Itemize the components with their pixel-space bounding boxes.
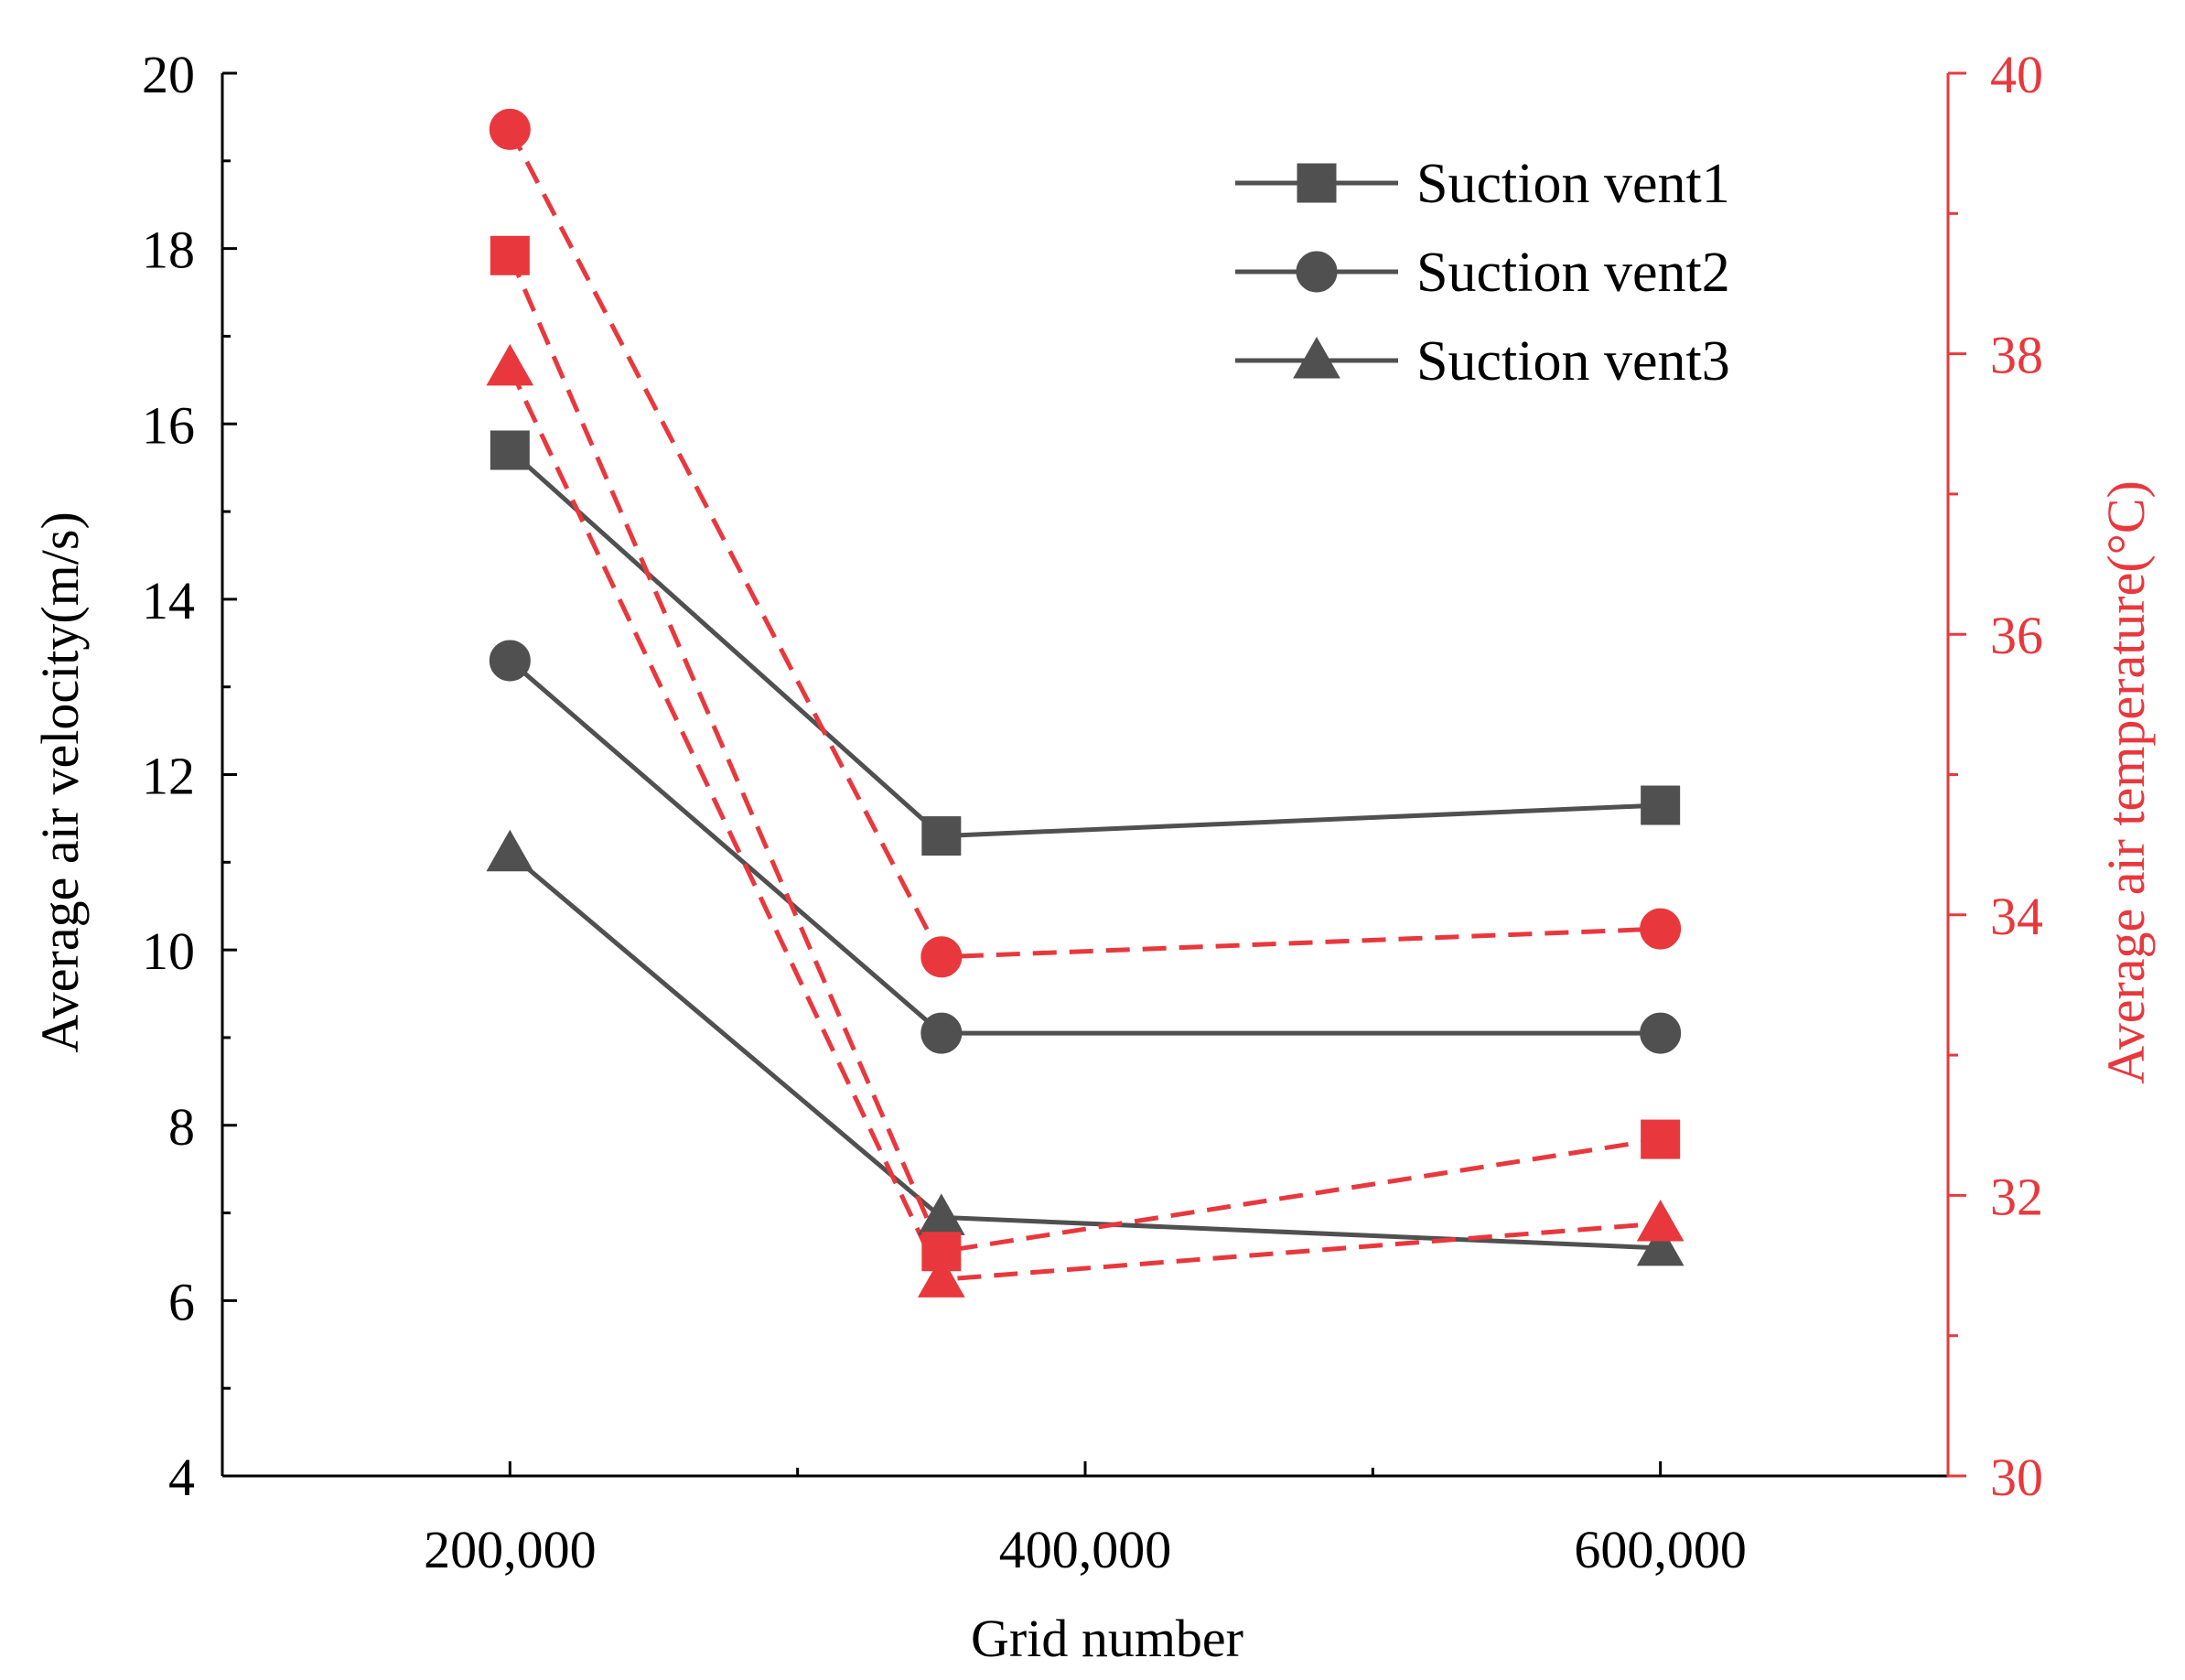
series-1-point-1	[490, 430, 530, 470]
series-3-point-1	[486, 829, 534, 872]
legend-label-2: Suction vent2	[1416, 242, 1730, 304]
y-axis-title-left: Average air velocity(m/s)	[30, 512, 90, 1053]
series-5-point-1	[489, 108, 531, 150]
series-5-point-3	[1640, 908, 1682, 950]
y-tick-label: 10	[142, 921, 195, 981]
x-tick-label: 200,000	[424, 1520, 597, 1579]
ticks: 200,000 400,000 600,000 4 6 8 10 12 14 16 18 20 30 32…	[142, 45, 2043, 1579]
x-axis-title: Grid number	[971, 1609, 1243, 1668]
y-tick-label: 8	[168, 1097, 195, 1157]
series-4-point-1	[490, 235, 530, 275]
series-5-point-2	[920, 936, 963, 978]
series-2-point-2	[920, 1012, 963, 1054]
y-tick-label: 16	[142, 395, 195, 455]
series-1-point-2	[921, 816, 962, 856]
y-tick-label: 6	[168, 1272, 195, 1331]
y2-tick-label: 30	[1990, 1448, 2043, 1507]
x-tick-label: 400,000	[999, 1520, 1172, 1579]
series-6-point-2	[917, 1255, 965, 1298]
y-tick-label: 12	[142, 747, 195, 806]
legend-marker-2	[1296, 251, 1338, 293]
legend-label-3: Suction vent3	[1416, 330, 1730, 393]
series-1-point-3	[1641, 785, 1681, 825]
y2-tick-label: 36	[1990, 606, 2043, 665]
y2-tick-label: 40	[1990, 45, 2043, 104]
legend-marker-1	[1297, 163, 1337, 203]
legend: Suction vent1 Suction vent2 Suction vent3	[1235, 153, 1730, 393]
series-3-point-3	[1636, 1223, 1684, 1266]
y-tick-label: 18	[142, 221, 195, 280]
legend-marker-3	[1293, 336, 1340, 379]
legend-label-1: Suction vent1	[1416, 153, 1730, 215]
y2-tick-label: 32	[1990, 1167, 2043, 1226]
series-6-point-1	[486, 343, 534, 386]
y-tick-label: 20	[142, 45, 195, 104]
series-2-point-1	[489, 640, 531, 682]
series-6-point-3	[1636, 1200, 1684, 1242]
y-tick-label: 14	[142, 571, 195, 630]
y-axis-title-right: Average air temperature(°C)	[2096, 480, 2156, 1084]
y2-tick-label: 34	[1990, 887, 2043, 946]
x-tick-label: 600,000	[1574, 1520, 1747, 1579]
series-4-point-3	[1641, 1119, 1681, 1159]
y2-tick-label: 38	[1990, 326, 2043, 385]
series-2-point-3	[1640, 1012, 1682, 1054]
y-tick-label: 4	[168, 1448, 195, 1507]
plot-markers	[486, 108, 1684, 1298]
